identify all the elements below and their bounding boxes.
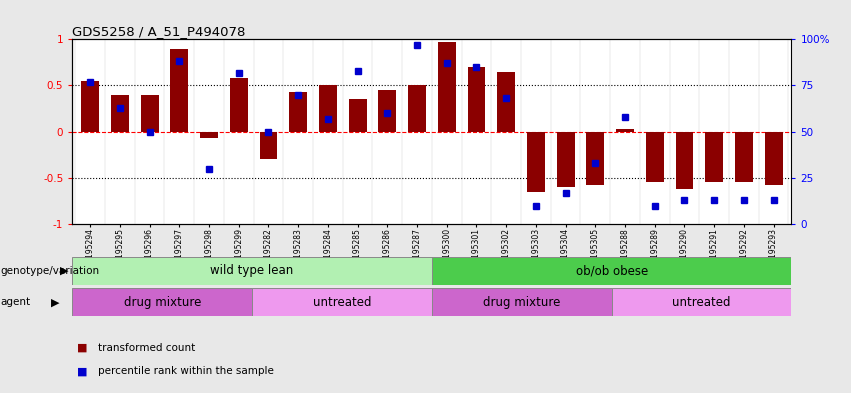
Bar — [527, 132, 545, 192]
Bar — [431, 257, 791, 285]
Text: ▶: ▶ — [51, 297, 60, 307]
Bar — [765, 132, 783, 185]
Bar — [81, 81, 99, 132]
Bar — [586, 132, 604, 185]
Bar — [408, 85, 426, 132]
Text: ■: ■ — [77, 366, 87, 376]
Bar — [612, 288, 791, 316]
Text: transformed count: transformed count — [98, 343, 195, 353]
Text: agent: agent — [1, 297, 31, 307]
Text: ▶: ▶ — [60, 266, 69, 276]
Bar — [170, 48, 188, 132]
Bar — [676, 132, 694, 189]
Text: percentile rank within the sample: percentile rank within the sample — [98, 366, 274, 376]
Bar — [200, 132, 218, 138]
Bar — [289, 92, 307, 132]
Text: untreated: untreated — [672, 296, 731, 309]
Bar — [379, 90, 397, 132]
Bar — [140, 95, 158, 132]
Text: genotype/variation: genotype/variation — [1, 266, 100, 276]
Text: untreated: untreated — [313, 296, 371, 309]
Text: drug mixture: drug mixture — [123, 296, 201, 309]
Bar — [646, 132, 664, 182]
Text: ob/ob obese: ob/ob obese — [575, 264, 648, 277]
Bar — [111, 95, 129, 132]
Bar — [557, 132, 574, 187]
Bar — [349, 99, 367, 132]
Bar — [705, 132, 723, 182]
Bar — [319, 85, 337, 132]
Bar — [497, 72, 515, 132]
Text: drug mixture: drug mixture — [483, 296, 561, 309]
Bar — [252, 288, 431, 316]
Bar — [431, 288, 612, 316]
Text: GDS5258 / A_51_P494078: GDS5258 / A_51_P494078 — [72, 25, 246, 38]
Bar — [616, 129, 634, 132]
Bar — [72, 257, 431, 285]
Text: wild type lean: wild type lean — [210, 264, 294, 277]
Bar — [230, 78, 248, 132]
Bar — [260, 132, 277, 159]
Text: ■: ■ — [77, 343, 87, 353]
Bar — [437, 42, 455, 132]
Bar — [735, 132, 753, 182]
Bar — [72, 288, 252, 316]
Bar — [467, 67, 485, 132]
